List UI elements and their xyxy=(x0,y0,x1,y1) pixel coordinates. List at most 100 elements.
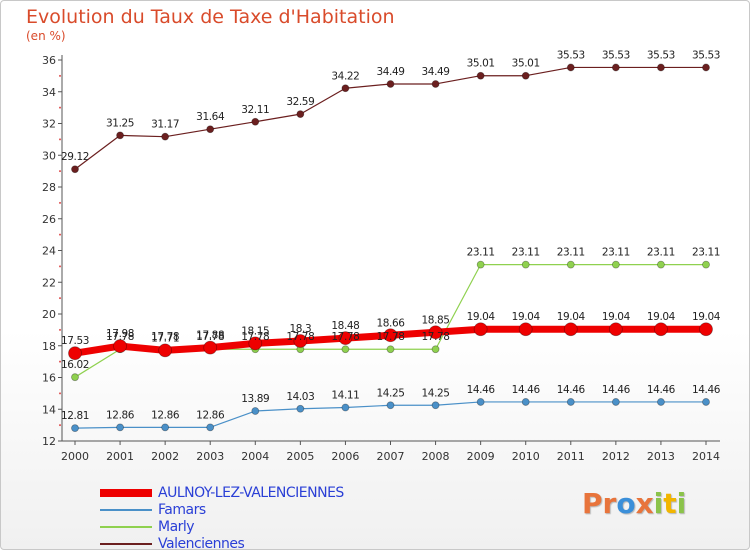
x-tick-label: 2009 xyxy=(467,450,495,463)
logo-letter: P xyxy=(582,487,603,520)
data-point xyxy=(203,340,218,355)
y-axis-unit: (en %) xyxy=(26,29,66,43)
data-point xyxy=(206,423,215,432)
data-label: 19.04 xyxy=(467,311,496,323)
data-label: 19.04 xyxy=(647,311,676,323)
y-minor-dot xyxy=(59,392,61,395)
data-label: 14.46 xyxy=(557,384,586,396)
data-label: 23.11 xyxy=(557,247,585,259)
data-point xyxy=(654,322,668,337)
proxiti-logo: Proxiti xyxy=(582,487,686,520)
logo-letter: i xyxy=(653,487,664,520)
data-point xyxy=(113,339,127,353)
y-tick-label: 24 xyxy=(42,245,56,258)
data-label: 17.78 xyxy=(422,331,450,343)
data-label: 18.15 xyxy=(241,325,269,337)
data-point xyxy=(521,260,530,269)
legend-swatch xyxy=(100,488,152,497)
data-point xyxy=(206,125,215,134)
data-label: 23.11 xyxy=(602,247,630,259)
data-point xyxy=(71,424,79,433)
data-label: 17.78 xyxy=(376,331,404,343)
legend-item: AULNOY-LEZ-VALENCIENNES xyxy=(100,484,344,501)
data-point xyxy=(521,398,530,406)
legend-item: Valenciennes xyxy=(100,535,344,552)
y-minor-dot xyxy=(59,424,61,427)
data-point xyxy=(611,398,620,406)
x-tick-label: 2007 xyxy=(377,450,405,463)
logo-letter: o xyxy=(616,487,636,520)
data-label: 17.78 xyxy=(151,331,179,343)
data-point xyxy=(386,345,395,354)
data-point xyxy=(699,322,713,337)
data-point xyxy=(248,336,263,351)
data-label: 12.86 xyxy=(151,409,180,421)
data-label: 23.11 xyxy=(692,247,720,259)
data-point xyxy=(383,328,398,343)
data-point xyxy=(431,401,440,410)
x-tick-label: 2013 xyxy=(647,450,675,463)
data-point xyxy=(161,423,170,432)
y-minor-dot xyxy=(59,233,61,236)
data-point xyxy=(563,322,578,337)
data-point xyxy=(431,80,440,88)
data-point xyxy=(473,322,488,337)
logo-letter: t xyxy=(663,487,677,520)
legend-item: Marly xyxy=(100,518,344,535)
data-point xyxy=(476,260,485,269)
logo-letter: r xyxy=(602,487,617,520)
data-point xyxy=(71,373,79,382)
y-tick-label: 20 xyxy=(42,308,56,321)
data-label: 14.46 xyxy=(647,384,676,396)
data-label: 14.25 xyxy=(376,387,404,399)
data-point xyxy=(68,346,82,361)
data-label: 12.86 xyxy=(196,409,225,421)
data-point xyxy=(341,345,350,354)
y-minor-dot xyxy=(59,74,61,77)
data-label: 19.04 xyxy=(602,311,631,323)
logo-letter: i xyxy=(676,487,687,520)
legend-label: Valenciennes xyxy=(158,535,245,552)
x-tick-label: 2011 xyxy=(557,450,585,463)
data-label: 32.59 xyxy=(286,96,314,108)
x-tick-label: 2003 xyxy=(196,450,224,463)
data-label: 17.88 xyxy=(196,330,224,342)
y-tick-label: 14 xyxy=(42,403,56,416)
data-label: 17.71 xyxy=(151,332,179,344)
x-tick-label: 2012 xyxy=(602,450,630,463)
legend-label: Marly xyxy=(158,518,195,535)
data-label: 23.11 xyxy=(467,247,495,259)
data-point xyxy=(657,398,665,406)
data-point xyxy=(428,325,443,340)
x-tick-label: 2004 xyxy=(241,450,269,463)
data-label: 35.53 xyxy=(602,49,630,61)
data-point xyxy=(251,117,260,126)
data-label: 34.49 xyxy=(376,66,404,78)
data-point xyxy=(521,71,530,80)
data-label: 17.78 xyxy=(106,331,134,343)
data-point xyxy=(608,322,623,337)
data-label: 31.64 xyxy=(196,111,225,123)
y-minor-dot xyxy=(59,360,61,363)
chart-title: Evolution du Taux de Taxe d'Habitation xyxy=(26,6,395,28)
data-point xyxy=(518,322,533,337)
y-tick-label: 36 xyxy=(42,54,56,67)
data-point xyxy=(251,407,260,415)
legend-swatch xyxy=(100,508,152,511)
data-label: 14.46 xyxy=(512,384,541,396)
data-label: 18.66 xyxy=(376,317,405,329)
data-point xyxy=(611,63,620,72)
data-label: 13.89 xyxy=(241,393,269,405)
data-label: 14.03 xyxy=(286,391,314,403)
y-tick-label: 28 xyxy=(42,181,56,194)
y-minor-dot xyxy=(59,265,61,268)
data-label: 18.48 xyxy=(331,320,359,332)
data-point xyxy=(431,345,440,354)
x-tick-label: 2002 xyxy=(151,450,179,463)
data-label: 12.86 xyxy=(106,409,135,421)
y-tick-label: 30 xyxy=(42,149,56,162)
data-point xyxy=(702,398,710,406)
data-point xyxy=(296,110,305,119)
data-label: 19.04 xyxy=(557,311,586,323)
